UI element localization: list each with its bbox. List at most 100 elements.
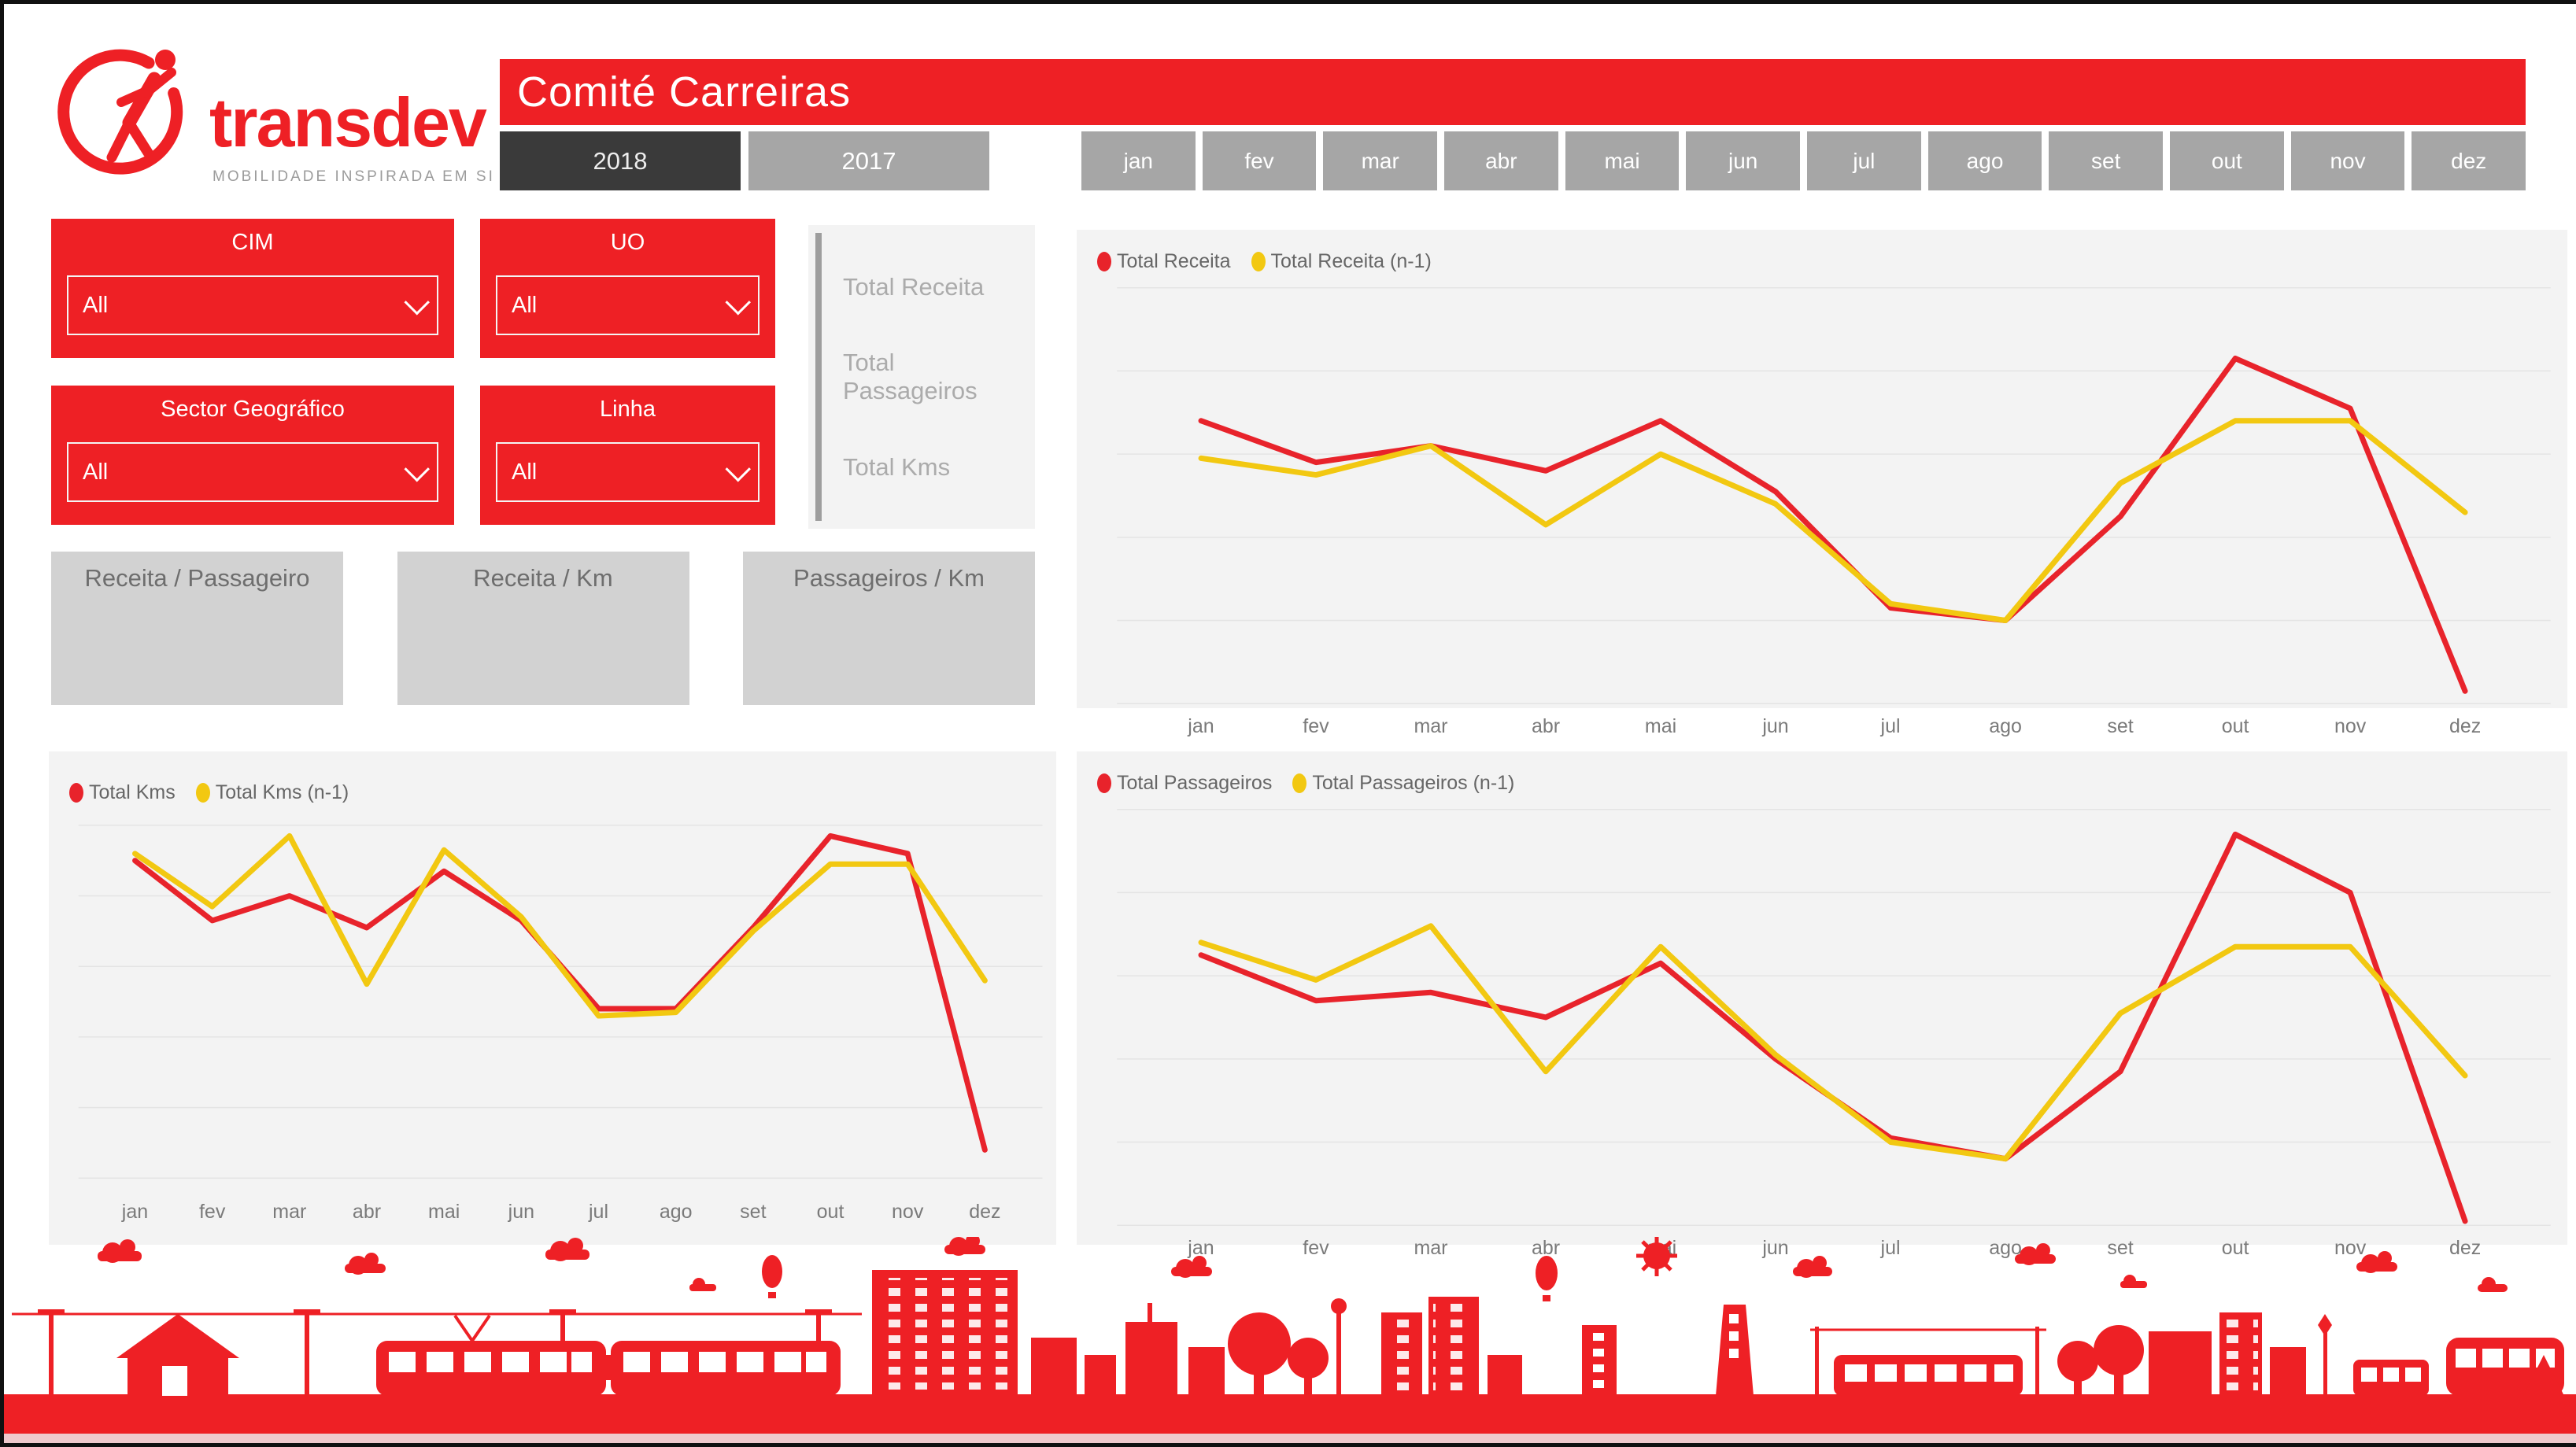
- chart-total-passageiros: Total Passageiros Total Passageiros (n-1…: [1077, 751, 2567, 1259]
- x-axis-tick-label: jan: [1188, 715, 1214, 738]
- brand-tagline: MOBILIDADE INSPIRADA EM SI: [213, 168, 495, 185]
- chevron-down-icon: [404, 456, 431, 482]
- x-axis-tick-label: dez: [2448, 1237, 2482, 1260]
- chart-total-kms: Total Kms Total Kms (n-1) jan fev mar abr ma…: [49, 751, 1056, 1245]
- chevron-down-icon: [725, 289, 752, 316]
- frame-edge: [0, 1443, 2576, 1447]
- legend-item: Total Passageiros (n-1): [1292, 772, 1514, 795]
- month-button[interactable]: jun: [1686, 131, 1801, 190]
- metric-menu-item[interactable]: Total Receita: [843, 272, 985, 301]
- dropdown-value: All: [512, 459, 538, 485]
- kpi-card: Passageiros / Km: [743, 552, 1035, 705]
- cim-dropdown[interactable]: All: [67, 275, 438, 335]
- kpi-card: Receita / Km: [397, 552, 689, 705]
- line-plot: [1085, 795, 2559, 1237]
- x-axis-tick-label: nov: [2334, 715, 2367, 738]
- x-axis-tick-label: mai: [428, 1200, 460, 1223]
- metric-menu-item[interactable]: Total Kms: [843, 452, 951, 481]
- x-axis-tick-label: out: [2221, 1237, 2249, 1260]
- month-button[interactable]: fev: [1202, 131, 1317, 190]
- month-button[interactable]: mai: [1565, 131, 1680, 190]
- x-axis-tick-label: abr: [352, 1200, 382, 1223]
- legend-dot-icon: [1097, 252, 1111, 271]
- x-axis-tick-label: fev: [198, 1200, 226, 1223]
- month-button[interactable]: out: [2170, 131, 2284, 190]
- linha-dropdown[interactable]: All: [496, 442, 759, 502]
- legend-label: Total Passageiros (n-1): [1312, 772, 1515, 794]
- brand-name: transdev: [209, 83, 487, 161]
- month-button[interactable]: jan: [1081, 131, 1196, 190]
- uo-dropdown[interactable]: All: [496, 275, 759, 335]
- x-axis-tick-label: jul: [1880, 715, 1901, 738]
- x-axis-tick-label: set: [2107, 1237, 2134, 1260]
- x-axis-tick-label: abr: [1531, 1237, 1561, 1260]
- x-axis-tick-label: mar: [1414, 1237, 1448, 1260]
- metric-menu-items: Total Receita Total Passageiros Total Kms: [843, 225, 1030, 529]
- month-button[interactable]: nov: [2290, 131, 2405, 190]
- filter-title: Linha: [600, 397, 656, 422]
- filter-uo: UO All: [480, 219, 775, 358]
- month-button[interactable]: dez: [2412, 131, 2526, 190]
- x-axis-tick-label: set: [2107, 715, 2134, 738]
- filter-cim: CIM All: [51, 219, 454, 358]
- legend-dot-icon: [69, 782, 83, 803]
- month-button[interactable]: ago: [1927, 131, 2042, 190]
- city-skyline-graphic: [0, 1237, 2576, 1435]
- month-button[interactable]: jul: [1807, 131, 1921, 190]
- filter-title: CIM: [231, 230, 274, 255]
- x-axis-tick-label: nov: [892, 1200, 924, 1223]
- chart-legend: Total Passageiros Total Passageiros (n-1…: [1085, 772, 2559, 795]
- dropdown-value: All: [512, 292, 538, 318]
- frame-edge: [0, 0, 4, 1447]
- kpi-row: Receita / Passageiro Receita / Km Passag…: [51, 552, 1035, 705]
- kpi-title: Receita / Km: [473, 564, 613, 592]
- year-button[interactable]: 2018: [500, 131, 741, 190]
- filter-title: Sector Geográfico: [161, 397, 345, 422]
- footer-strip: [0, 1434, 2576, 1443]
- month-button[interactable]: mar: [1323, 131, 1438, 190]
- x-axis-tick-label: ago: [1989, 715, 2022, 738]
- x-axis-tick-label: ago: [659, 1200, 693, 1223]
- chevron-down-icon: [725, 456, 752, 482]
- x-axis-tick-label: jan: [121, 1200, 149, 1223]
- chart-total-receita: Total Receita Total Receita (n-1) jan fev…: [1077, 230, 2567, 737]
- month-slicer: jan fev mar abr mai jun jul ago set out nov dez: [1081, 131, 2526, 190]
- kpi-title: Receita / Passageiro: [84, 564, 310, 592]
- x-axis-tick-label: set: [740, 1200, 767, 1223]
- x-axis-tick-label: fev: [1303, 715, 1329, 738]
- title-bar: Comité Carreiras: [500, 59, 2526, 125]
- x-axis-tick-label: jun: [508, 1200, 535, 1223]
- logo-circle: [57, 49, 183, 175]
- legend-label: Total Passageiros: [1117, 772, 1273, 794]
- legend-item: Total Kms (n-1): [195, 781, 349, 804]
- legend-dot-icon: [1292, 773, 1307, 793]
- metric-menu-item[interactable]: Total Passageiros: [843, 349, 978, 404]
- x-axis-tick-label: nov: [2334, 1237, 2367, 1260]
- legend-label: Total Receita: [1117, 250, 1231, 272]
- chevron-down-icon: [404, 289, 431, 316]
- x-axis-tick-label: mar: [272, 1200, 307, 1223]
- x-axis-tick-label: abr: [1531, 715, 1561, 738]
- x-axis-tick-label: mar: [1414, 715, 1448, 738]
- legend-label: Total Kms: [89, 781, 176, 803]
- chart-legend: Total Kms Total Kms (n-1): [57, 772, 1048, 813]
- filter-linha: Linha All: [480, 386, 775, 525]
- metric-menu-scrollbar[interactable]: [815, 233, 822, 521]
- x-axis-tick-label: jul: [1880, 1237, 1901, 1260]
- chart-legend: Total Receita Total Receita (n-1): [1085, 250, 2559, 273]
- frame-edge: [0, 0, 2576, 4]
- sector-geografico-dropdown[interactable]: All: [67, 442, 438, 502]
- x-axis-tick-label: jun: [1762, 1237, 1789, 1260]
- month-button[interactable]: abr: [1444, 131, 1558, 190]
- year-button[interactable]: 2017: [748, 131, 989, 190]
- legend-item: Total Receita: [1097, 250, 1231, 273]
- x-axis-tick-label: dez: [969, 1200, 1001, 1223]
- legend-item: Total Passageiros: [1097, 772, 1272, 795]
- x-axis-tick-label: out: [816, 1200, 844, 1223]
- month-button[interactable]: set: [2049, 131, 2164, 190]
- dropdown-value: All: [83, 292, 109, 318]
- transdev-logo: transdev MOBILIDADE INSPIRADA EM SI: [57, 49, 495, 185]
